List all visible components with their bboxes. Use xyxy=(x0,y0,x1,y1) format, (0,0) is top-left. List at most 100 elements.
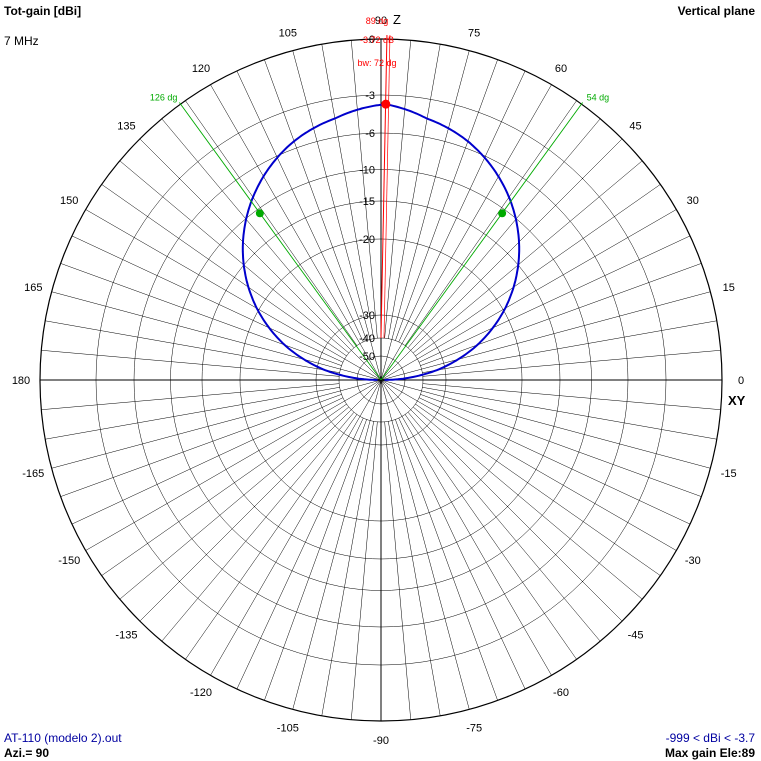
grid-spoke xyxy=(395,419,498,701)
angle-tick-label: 75 xyxy=(468,27,480,39)
grid-spoke xyxy=(161,118,355,348)
angle-tick-label: -75 xyxy=(466,723,482,735)
grid-spoke xyxy=(380,291,711,381)
grid-spoke xyxy=(139,138,382,381)
angle-tick-label: -165 xyxy=(22,468,44,480)
angle-tick-label: 90 xyxy=(375,15,387,27)
grid-spoke xyxy=(398,417,526,690)
grid-spoke xyxy=(384,40,411,339)
radial-tick-label: -10 xyxy=(359,165,375,177)
grid-spoke xyxy=(380,379,470,710)
grid-spoke xyxy=(41,383,340,410)
radiation-pattern xyxy=(241,103,521,381)
angle-tick-label: 120 xyxy=(192,63,210,75)
grid-spoke xyxy=(185,414,358,660)
angle-tick-label: -60 xyxy=(553,687,569,699)
radial-tick-label: -15 xyxy=(359,196,375,208)
beamwidth-point xyxy=(255,209,264,218)
grid-spoke xyxy=(420,263,702,366)
pattern-layer xyxy=(241,103,521,381)
angle-tick-label: 135 xyxy=(117,120,135,132)
grid-spoke xyxy=(185,100,358,346)
grid-spoke xyxy=(264,59,367,341)
grid-spoke xyxy=(85,379,382,551)
grid-spoke xyxy=(119,160,349,354)
angle-tick-label: 60 xyxy=(555,63,567,75)
max-gain-elevation: Max gain Ele:89 xyxy=(664,746,755,760)
grid-spoke xyxy=(380,379,711,469)
grid-spoke xyxy=(45,387,340,440)
angle-tick-label: -45 xyxy=(628,630,644,642)
grid-spoke xyxy=(60,394,342,497)
grid-spoke xyxy=(236,417,364,690)
angle-tick-label: 0 xyxy=(738,375,744,387)
beamwidth-label: 54 dg xyxy=(587,93,610,103)
grid-spoke xyxy=(71,235,344,363)
grid-spoke xyxy=(413,406,643,600)
z-axis-label: Z xyxy=(393,12,401,27)
beamwidth-label: 126 dg xyxy=(150,93,178,103)
grid-spoke xyxy=(264,419,367,701)
grid-spoke xyxy=(139,379,382,622)
grid-spoke xyxy=(236,70,364,343)
grid-spoke xyxy=(415,403,661,576)
grid-spoke xyxy=(418,235,691,363)
grid-spoke xyxy=(380,379,623,622)
grid-spoke xyxy=(388,421,441,716)
angle-tick-label: -105 xyxy=(277,723,299,735)
grid-spoke xyxy=(60,263,342,366)
azimuth-label: Azi.= 90 xyxy=(4,746,50,760)
grid-spoke xyxy=(292,50,382,381)
max-gain-line-2 xyxy=(383,35,391,338)
grid-spoke xyxy=(422,350,721,377)
grid-spoke xyxy=(51,379,382,469)
grid-spoke xyxy=(380,138,623,381)
grid-spoke xyxy=(395,59,498,341)
plane-label: Vertical plane xyxy=(677,4,755,18)
grid-spoke xyxy=(119,406,349,600)
grid-spoke xyxy=(422,320,717,373)
marker-layer xyxy=(179,35,583,381)
grid-spoke xyxy=(380,379,677,551)
max-gain-label: -3.72 dB xyxy=(360,35,394,45)
radial-tick-label: -20 xyxy=(359,234,375,246)
grid-spoke xyxy=(71,397,344,525)
grid-spoke xyxy=(422,387,717,440)
grid-spoke xyxy=(415,184,661,357)
angle-tick-label: -30 xyxy=(685,555,701,567)
grid-spoke xyxy=(101,184,347,357)
xy-axis-label: XY xyxy=(728,393,746,408)
polar-grid xyxy=(39,38,723,722)
grid-spoke xyxy=(422,383,721,410)
grid-spoke xyxy=(420,394,702,497)
frequency-label: 7 MHz xyxy=(4,34,39,48)
grid-spoke xyxy=(413,160,643,354)
angle-tick-label: 45 xyxy=(629,120,641,132)
grid-spoke xyxy=(388,44,441,339)
radial-tick-label: -50 xyxy=(359,351,375,363)
radial-tick-label: -30 xyxy=(359,310,375,322)
grid-spoke xyxy=(51,291,382,381)
grid-spoke xyxy=(404,100,577,346)
radial-tick-label: -6 xyxy=(365,128,375,140)
angle-tick-label: -90 xyxy=(373,735,389,747)
angle-tick-label: 30 xyxy=(687,195,699,207)
beamwidth-line xyxy=(380,102,583,381)
grid-spoke xyxy=(321,44,374,339)
max-gain-line xyxy=(380,35,388,338)
grid-spoke xyxy=(380,84,552,381)
max-gain-label: bw: 72 dg xyxy=(357,58,396,68)
radial-tick-label: -40 xyxy=(359,333,375,345)
grid-spoke xyxy=(45,320,340,373)
grid-spoke xyxy=(380,50,470,381)
file-name: AT-110 (modelo 2).out xyxy=(4,731,122,745)
radial-tick-label: -3 xyxy=(365,90,375,102)
grid-spoke xyxy=(292,379,382,710)
grid-spoke xyxy=(404,414,577,660)
radial-tick-label: 0 xyxy=(369,34,375,46)
grid-spoke xyxy=(161,412,355,642)
grid-spoke xyxy=(398,70,526,343)
angle-tick-label: -15 xyxy=(721,468,737,480)
max-gain-label: 89 dg xyxy=(366,16,389,26)
